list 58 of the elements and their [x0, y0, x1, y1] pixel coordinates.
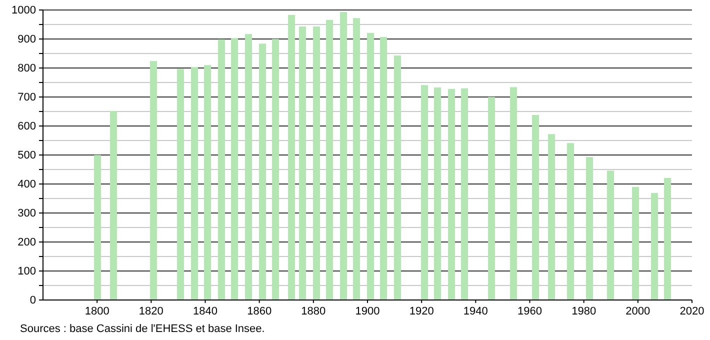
bar [448, 88, 455, 300]
y-tick-label: 600 [18, 120, 36, 133]
y-tick-label: 0 [30, 294, 36, 307]
y-tick-label: 100 [18, 266, 36, 278]
bar [204, 65, 211, 300]
bar [510, 87, 517, 300]
bar [434, 87, 441, 300]
bar [245, 34, 252, 300]
bar [150, 61, 157, 300]
bar [218, 39, 225, 300]
bar [488, 97, 495, 300]
y-tick-label: 1000 [12, 4, 36, 17]
x-tick-label: 1960 [518, 305, 542, 318]
bar [586, 157, 593, 300]
bar [607, 170, 614, 300]
x-tick-label: 1820 [138, 305, 164, 318]
bar [94, 155, 101, 300]
bar [394, 56, 401, 300]
y-tick-label: 900 [18, 34, 36, 46]
bar [651, 192, 658, 300]
bar [367, 32, 374, 300]
x-tick-label: 1980 [572, 305, 596, 318]
y-tick-label: 200 [18, 236, 36, 249]
bar [313, 26, 320, 300]
y-tick-label: 700 [18, 92, 36, 104]
bar [353, 18, 360, 300]
source-note: Sources : base Cassini de l'EHESS et base Insee. [20, 323, 265, 335]
bar [567, 143, 574, 300]
bar [664, 178, 671, 300]
bar [380, 36, 387, 300]
y-tick-label: 800 [18, 62, 36, 75]
bar [340, 12, 347, 300]
bar [532, 114, 539, 300]
x-tick-label: 1920 [409, 305, 434, 318]
bar [272, 39, 279, 300]
bar [177, 68, 184, 300]
x-tick-label: 1840 [193, 305, 218, 318]
bar [299, 26, 306, 300]
bar [288, 14, 295, 300]
x-tick-label: 1900 [355, 305, 380, 318]
bar [548, 134, 555, 300]
y-tick-label: 300 [18, 208, 36, 220]
bar [632, 186, 639, 300]
bar [110, 110, 117, 300]
x-tick-label: 1880 [301, 305, 326, 318]
y-tick-label: 400 [18, 178, 36, 191]
x-tick-label: 2000 [626, 305, 650, 318]
bar [326, 20, 333, 300]
x-tick-label: 1860 [247, 305, 272, 318]
bar [231, 38, 238, 300]
x-tick-label: 1800 [84, 305, 110, 318]
x-tick-label: 1940 [463, 305, 488, 318]
bar [259, 44, 266, 300]
bar [461, 88, 468, 300]
x-tick-label: 2020 [680, 305, 704, 318]
bar [191, 67, 198, 300]
y-tick-label: 500 [18, 150, 36, 162]
bar [421, 85, 428, 300]
